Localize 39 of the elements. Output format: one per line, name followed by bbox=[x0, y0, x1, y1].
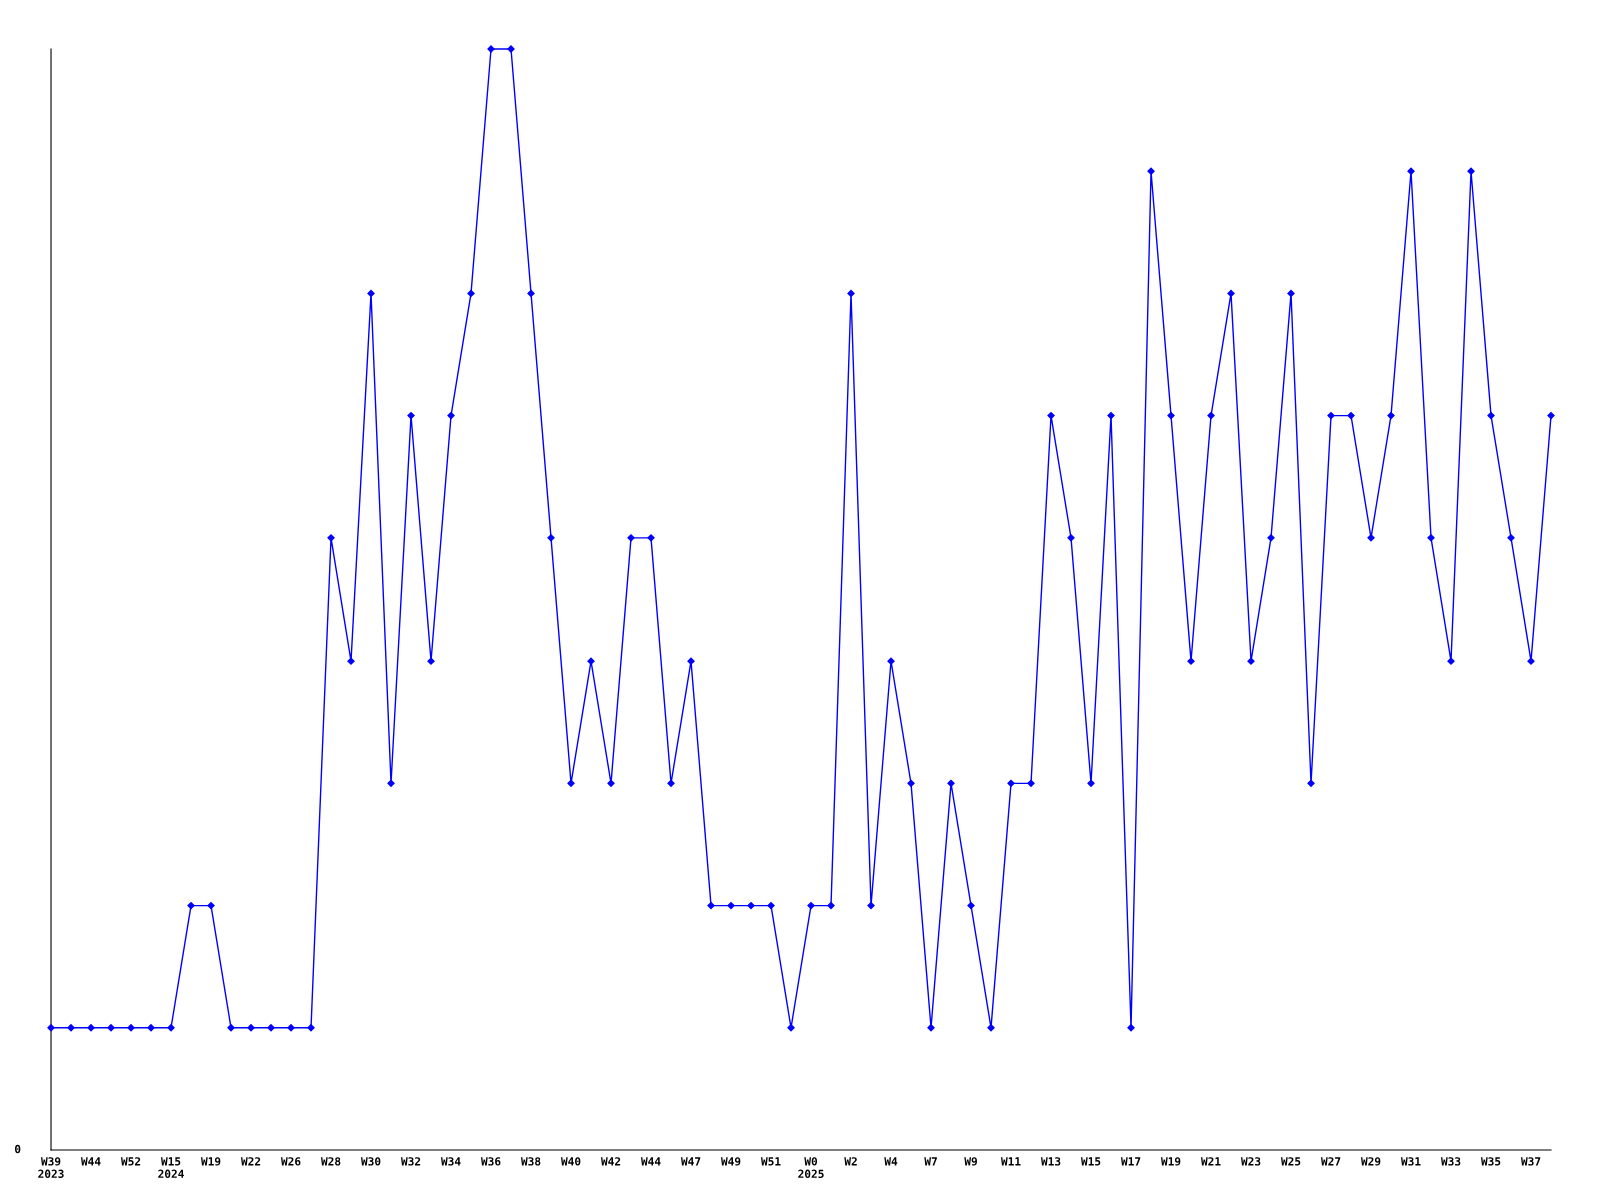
x-tick-label: W11 bbox=[1000, 1157, 1021, 1166]
x-tick-label: W4 bbox=[884, 1157, 898, 1166]
x-tick-label: W34 bbox=[440, 1157, 461, 1166]
x-tick-label: W44 bbox=[80, 1157, 101, 1166]
x-tick-label: W7 bbox=[924, 1157, 937, 1166]
x-tick-label: W40 bbox=[560, 1157, 581, 1166]
x-tick-label: W2 bbox=[844, 1157, 857, 1166]
x-tick-label: W33 bbox=[1440, 1157, 1461, 1166]
x-tick-label: W38 bbox=[520, 1157, 541, 1166]
x-tick-label: W52 bbox=[120, 1157, 141, 1166]
x-tick-label: W17 bbox=[1120, 1157, 1141, 1166]
x-tick-label: W22 bbox=[240, 1157, 261, 1166]
x-tick-label: W51 bbox=[760, 1157, 781, 1166]
x-tick-label: W31 bbox=[1400, 1157, 1421, 1166]
x-tick-label: W29 bbox=[1360, 1157, 1381, 1166]
x-tick-label: W21 bbox=[1200, 1157, 1221, 1166]
x-tick-label: W42 bbox=[600, 1157, 621, 1166]
x-tick-label: W25 bbox=[1280, 1157, 1301, 1166]
x-tick-label: W37 bbox=[1520, 1157, 1541, 1166]
x-tick-label: W44 bbox=[640, 1157, 661, 1166]
x-tick-label: W0 2025 bbox=[798, 1157, 824, 1178]
x-tick-label: W15 bbox=[1080, 1157, 1101, 1166]
x-tick-label: W26 bbox=[280, 1157, 301, 1166]
x-tick-label: W13 bbox=[1040, 1157, 1061, 1166]
text: 0 bbox=[15, 1144, 21, 1154]
x-tick-label: W32 bbox=[400, 1157, 421, 1166]
x-tick-label: W36 bbox=[480, 1157, 501, 1166]
x-tick-label: W30 bbox=[360, 1157, 381, 1166]
x-tick-label: W15 2024 bbox=[158, 1157, 184, 1178]
x-tick-label: W35 bbox=[1480, 1157, 1501, 1166]
x-tick-label: W19 bbox=[1160, 1157, 1181, 1166]
x-tick-label: W23 bbox=[1240, 1157, 1261, 1166]
x-tick-label: W27 bbox=[1320, 1157, 1341, 1166]
x-tick-label: W47 bbox=[680, 1157, 701, 1166]
x-tick-label: W49 bbox=[720, 1157, 741, 1166]
x-tick-label: W28 bbox=[320, 1157, 341, 1166]
x-tick-label: W39 2023 bbox=[38, 1157, 64, 1178]
x-tick-label: W9 bbox=[964, 1157, 977, 1166]
x-tick-label: W19 bbox=[200, 1157, 221, 1166]
